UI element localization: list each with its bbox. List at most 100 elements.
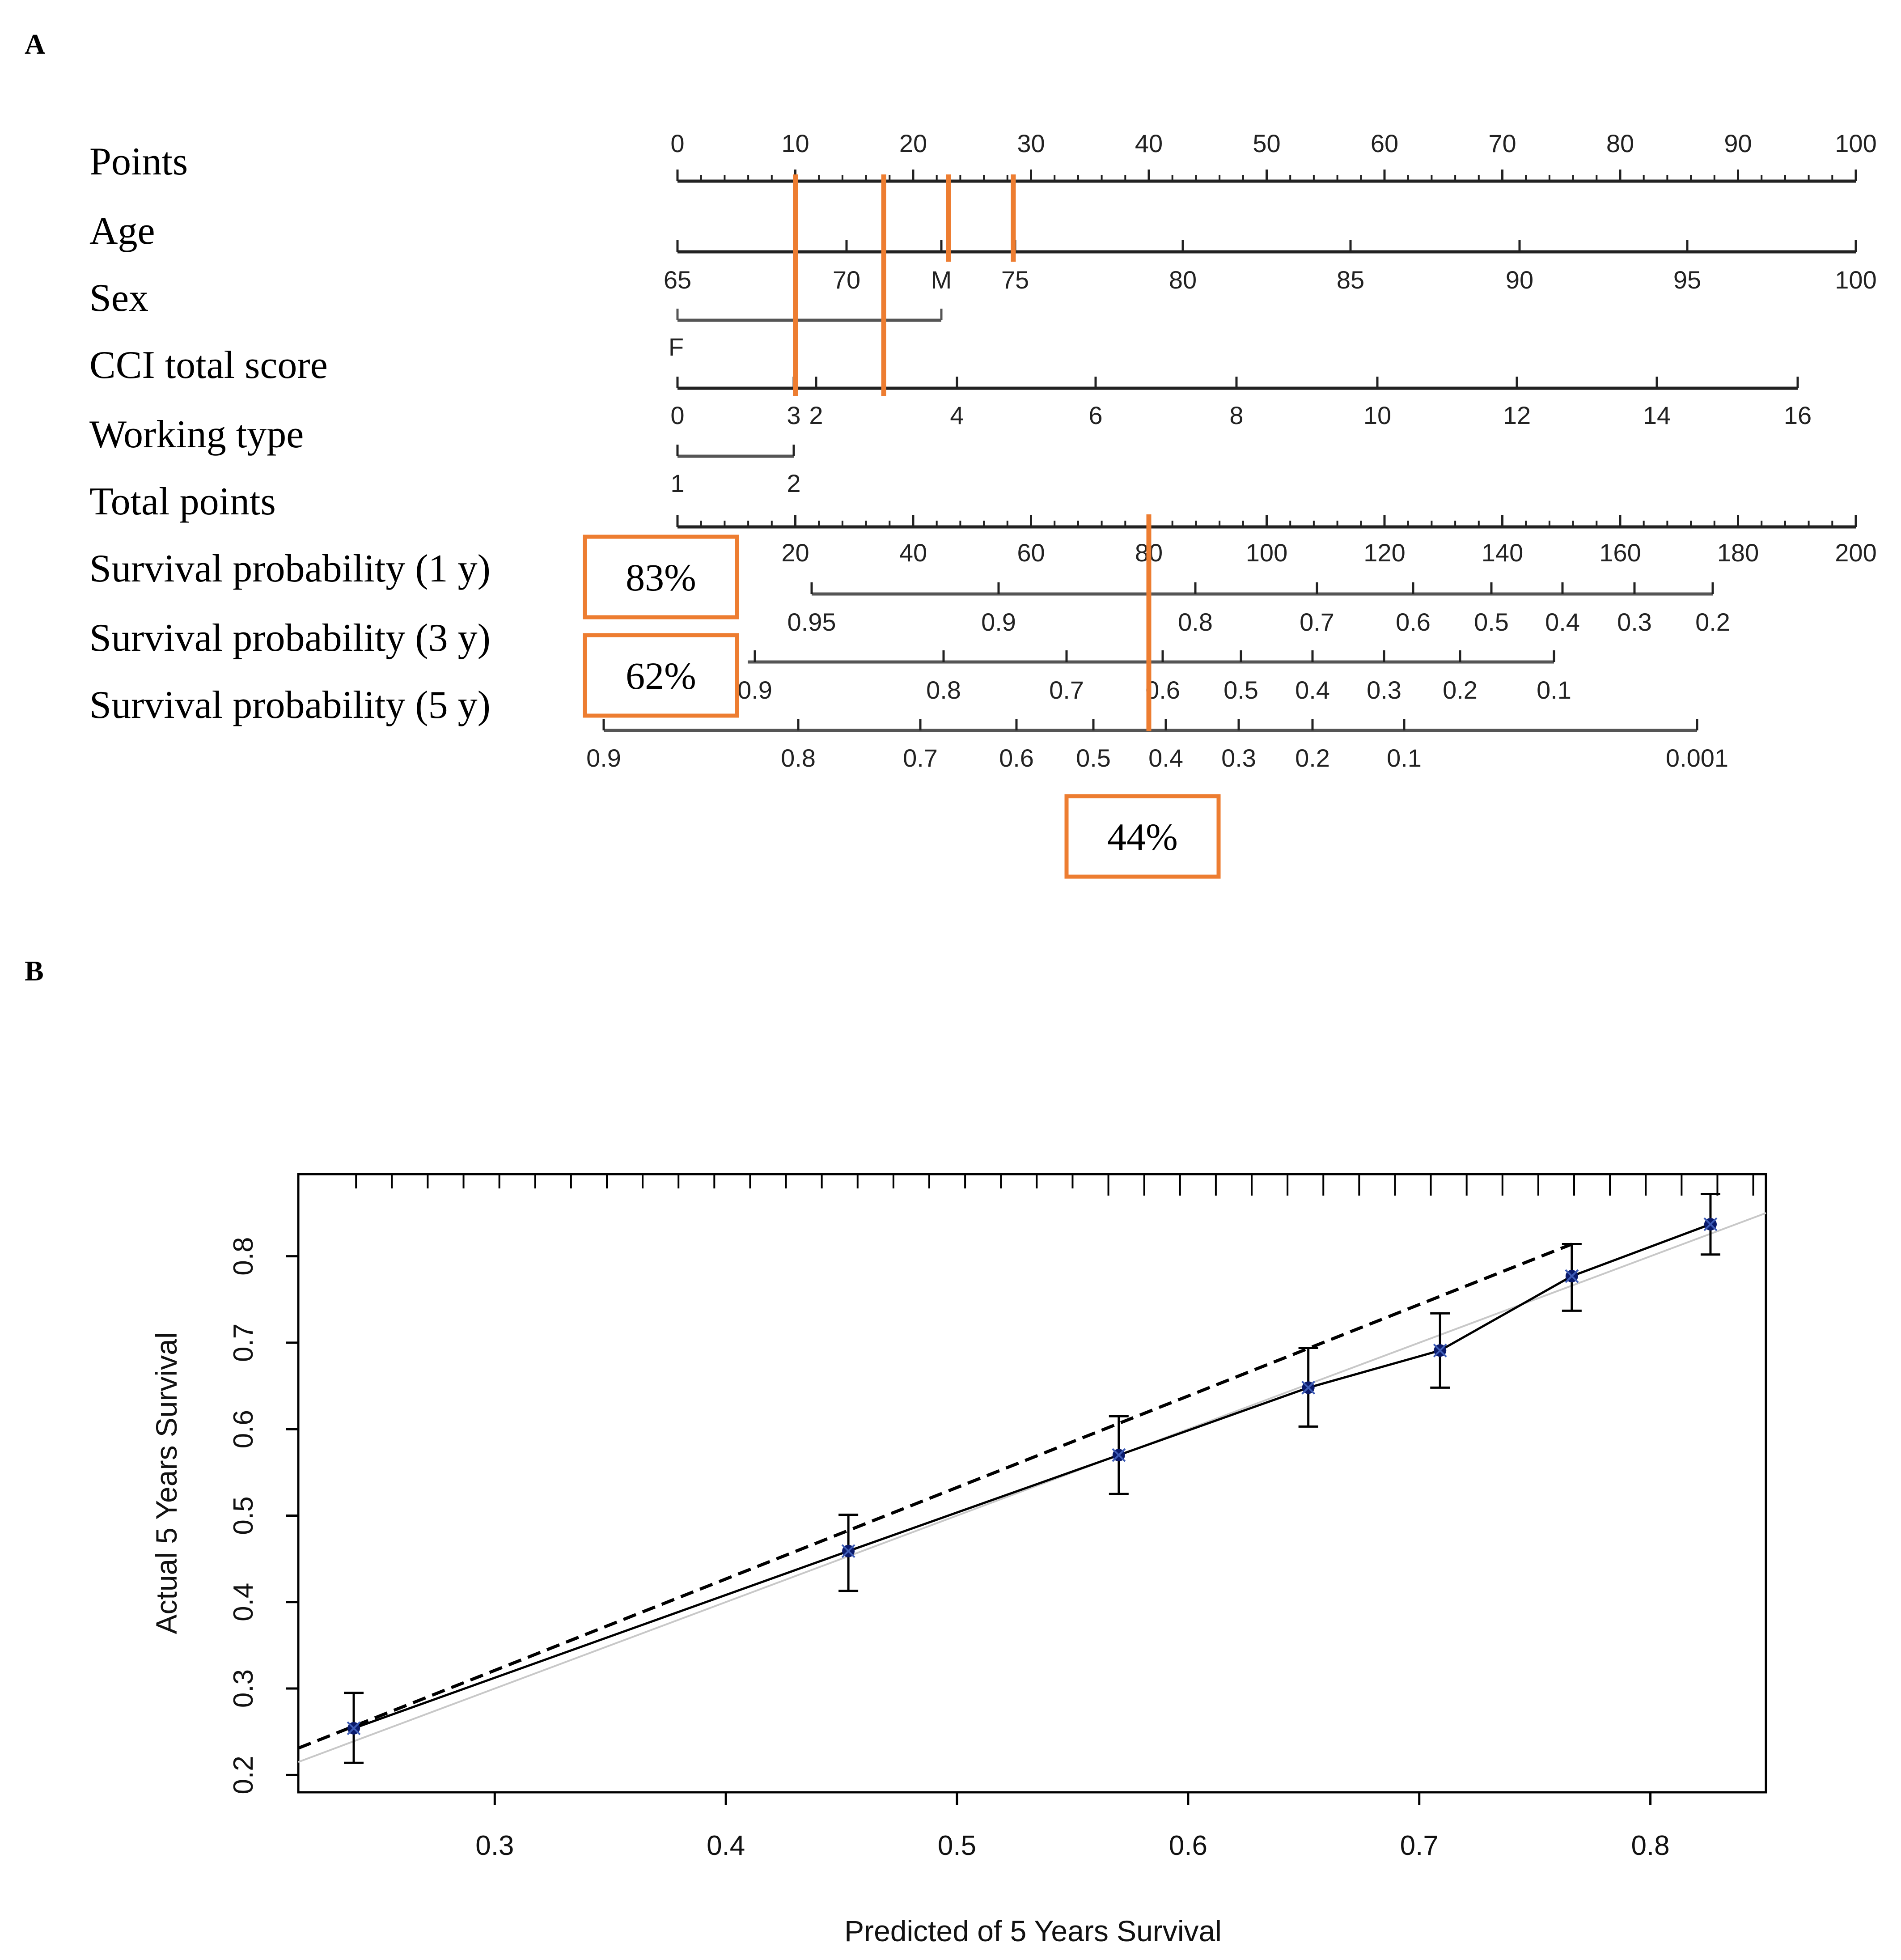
tick-label-points: 70 — [1488, 129, 1516, 157]
y-tick-label: 0.6 — [228, 1410, 259, 1448]
tick-label-points: 100 — [1835, 129, 1876, 157]
tick-label-cci: 12 — [1503, 401, 1531, 429]
result-box-1y — [583, 535, 739, 619]
data-point-cross — [1301, 1381, 1316, 1395]
tick-label-total: 140 — [1482, 539, 1523, 567]
tick-label-cci: 2 — [809, 401, 823, 429]
x-tick-label: 0.7 — [1400, 1830, 1439, 1861]
tick-label-age: 100 — [1835, 266, 1876, 294]
data-point-cross — [1565, 1269, 1579, 1283]
panel-label-b: B — [25, 955, 44, 987]
row-label-sex: Sex — [89, 276, 148, 320]
result-box-label: 62% — [626, 654, 696, 697]
y-axis-title: Actual 5 Years Survival — [150, 1332, 183, 1634]
tick-label-total: 180 — [1717, 539, 1759, 567]
row-label-s3: Survival probability (3 y) — [89, 616, 491, 660]
calibration-plot: Predicted of 5 Years Survival Actual 5 Y… — [150, 1173, 1767, 1947]
x-axis-title: Predicted of 5 Years Survival — [844, 1914, 1222, 1947]
tick-label-age: 95 — [1673, 266, 1701, 294]
ideal-line — [298, 1212, 1766, 1763]
x-tick-label: 0.4 — [707, 1830, 745, 1861]
tick-label-cci: 4 — [950, 401, 964, 429]
observed-line — [353, 1223, 1711, 1730]
y-tick-label: 0.7 — [228, 1324, 259, 1362]
tick-label-s3: 0.5 — [1224, 676, 1258, 704]
tick-label-cci: 14 — [1643, 401, 1671, 429]
row-label-work: Working type — [89, 413, 304, 456]
tick-label-age: M — [931, 266, 952, 294]
tick-label-total: 200 — [1835, 539, 1876, 567]
y-tick-label: 0.3 — [228, 1669, 259, 1708]
tick-label-work: 2 — [787, 469, 800, 497]
data-point-cross — [841, 1544, 855, 1558]
data-point-cross — [1703, 1217, 1718, 1231]
data-point-cross — [1433, 1343, 1447, 1358]
tick-label-total: 100 — [1246, 539, 1287, 567]
tick-label-cci: 8 — [1229, 401, 1243, 429]
tick-label-total: 60 — [1017, 539, 1045, 567]
tick-label-points: 30 — [1017, 129, 1045, 157]
tick-label-s3: 0.2 — [1443, 676, 1478, 704]
tick-label-s3: 0.7 — [1049, 676, 1084, 704]
tick-label-s5: 0.4 — [1148, 744, 1183, 772]
tick-label-s3: 0.9 — [737, 676, 772, 704]
result-box-label: 44% — [1107, 815, 1178, 858]
tick-label-cci: 16 — [1784, 401, 1812, 429]
tick-label-s1: 0.9 — [981, 608, 1016, 636]
tick-label-s3: 0.4 — [1295, 676, 1330, 704]
tick-label-points: 60 — [1371, 129, 1398, 157]
x-tick-label: 0.5 — [938, 1830, 976, 1861]
row-label-s5: Survival probability (5 y) — [89, 683, 491, 727]
tick-label-s5: 0.8 — [781, 744, 816, 772]
result-box-3y — [583, 633, 739, 718]
tick-label-total: 120 — [1363, 539, 1405, 567]
tick-label-s1: 0.8 — [1178, 608, 1213, 636]
y-tick-label: 0.2 — [228, 1756, 259, 1794]
tick-label-age: 70 — [833, 266, 860, 294]
tick-label-s1: 0.7 — [1300, 608, 1334, 636]
tick-label-s1: 0.5 — [1474, 608, 1509, 636]
tick-label-points: 20 — [899, 129, 927, 157]
tick-label-s5: 0.6 — [999, 744, 1034, 772]
tick-label-total: 160 — [1599, 539, 1641, 567]
tick-label-s5: 0.2 — [1295, 744, 1330, 772]
tick-label-s1: 0.2 — [1695, 608, 1730, 636]
data-point-cross — [347, 1721, 361, 1735]
tick-label-s5: 0.7 — [903, 744, 938, 772]
tick-label-s5: 0.001 — [1666, 744, 1728, 772]
tick-label-work: 1 — [670, 469, 684, 497]
tick-label-s5: 0.1 — [1387, 744, 1422, 772]
row-label-points: Points — [89, 140, 188, 183]
plot-frame — [297, 1173, 1767, 1794]
tick-label-age: 75 — [1001, 266, 1029, 294]
tick-label-points: 0 — [670, 129, 684, 157]
row-label-s1: Survival probability (1 y) — [89, 547, 491, 590]
result-box-5y — [1064, 794, 1221, 879]
tick-label-s5: 0.3 — [1221, 744, 1256, 772]
tick-label-total: 40 — [899, 539, 927, 567]
panel-label-a: A — [25, 28, 45, 60]
tick-label-s1: 0.95 — [787, 608, 836, 636]
tick-label-points: 10 — [781, 129, 809, 157]
tick-label-age: 65 — [664, 266, 691, 294]
tick-label-age: 85 — [1337, 266, 1364, 294]
tick-label-s1: 0.4 — [1545, 608, 1580, 636]
row-label-total: Total points — [89, 480, 276, 523]
x-tick-label: 0.8 — [1631, 1830, 1669, 1861]
tick-label-age: 90 — [1506, 266, 1533, 294]
y-tick-label: 0.4 — [228, 1583, 259, 1621]
tick-label-sex: F — [669, 333, 684, 361]
result-box-label: 83% — [626, 556, 696, 599]
y-tick-label: 0.5 — [228, 1496, 259, 1535]
tick-label-cci: 10 — [1363, 401, 1391, 429]
tick-label-cci: 3 — [787, 401, 800, 429]
tick-label-points: 90 — [1724, 129, 1752, 157]
tick-label-cci: 0 — [670, 401, 684, 429]
row-label-cci: CCI total score — [89, 344, 328, 387]
tick-label-s1: 0.6 — [1396, 608, 1431, 636]
row-label-age: Age — [89, 209, 155, 253]
tick-label-s3: 0.1 — [1537, 676, 1571, 704]
x-tick-label: 0.6 — [1169, 1830, 1207, 1861]
